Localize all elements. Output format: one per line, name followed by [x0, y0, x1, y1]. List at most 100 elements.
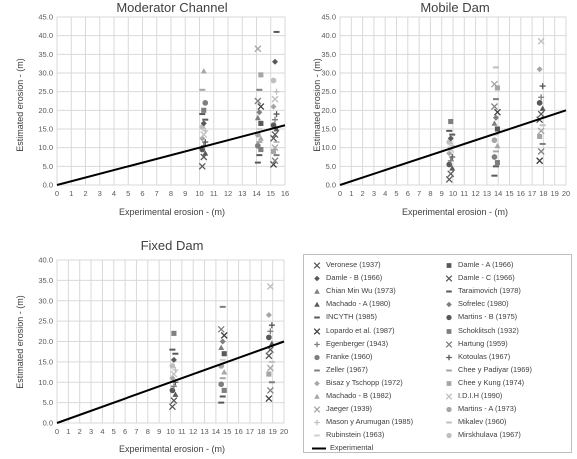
legend-marker — [314, 380, 320, 387]
data-point — [493, 108, 501, 116]
y-tick-label: 20.0 — [321, 106, 336, 115]
y-tick-label: 40.0 — [321, 31, 336, 40]
legend-label: Veronese (1937) — [326, 260, 381, 269]
data-point — [200, 120, 207, 127]
legend-label: Franke (1960) — [326, 351, 373, 361]
data-point — [198, 162, 206, 170]
data-point — [170, 383, 177, 390]
legend-symbol — [313, 262, 321, 269]
legend-symbol — [445, 275, 453, 282]
data-point — [271, 144, 279, 152]
legend-label: Martins - A (1973) — [458, 404, 517, 414]
legend-label: Mirskhulava (1967) — [458, 430, 521, 440]
chart-title: Mobile Dam — [420, 0, 490, 15]
data-point — [492, 114, 499, 121]
data-point — [270, 77, 277, 84]
chart-mobile-dam-plot: 0 1 2 3 4 5 6 7 8 9 10 11 12 13 14 15 16 17 18 19 200.05.010… — [321, 13, 570, 199]
legend-label: INCYTH (1985) — [326, 312, 377, 322]
x-tick-label: 7 — [134, 427, 138, 436]
data-point — [273, 126, 280, 132]
data-point — [536, 157, 544, 165]
x-tick-label: 1 — [69, 189, 73, 198]
legend-label: Kotoulas (1967) — [458, 351, 511, 361]
data-point — [221, 351, 227, 357]
x-tick-label: 2 — [83, 189, 87, 198]
data-point — [494, 126, 500, 132]
legend-label: I.D.I.H (1990) — [458, 391, 503, 400]
data-point — [272, 58, 279, 65]
legend-label: Mikalev (1960) — [458, 417, 507, 427]
legend-symbol — [313, 327, 321, 335]
data-point — [537, 127, 545, 135]
data-point — [538, 94, 545, 101]
x-tick-label: 3 — [372, 189, 376, 198]
legend-marker — [314, 354, 320, 360]
data-point — [272, 116, 279, 123]
data-point — [273, 111, 280, 118]
data-point — [537, 37, 545, 45]
x-tick-label: 16 — [234, 427, 242, 436]
legend-marker — [313, 262, 321, 269]
x-tick-label: 0 — [338, 189, 342, 198]
data-point — [168, 403, 176, 411]
legend-symbol — [314, 275, 320, 282]
data-point — [491, 137, 498, 144]
x-tick-label: 11 — [178, 427, 186, 436]
data-point — [254, 114, 261, 121]
legend-marker — [313, 406, 321, 413]
y-tick-label: 15.0 — [38, 125, 53, 134]
y-tick-label: 0.0 — [43, 181, 53, 190]
legend-label: Rubinstein (1963) — [326, 430, 385, 440]
legend-symbol — [314, 380, 320, 387]
x-tick-label: 8 — [146, 427, 150, 436]
x-tick-label: 17 — [246, 427, 254, 436]
x-tick-label: 9 — [183, 189, 187, 198]
legend-label: Schoklitsch (1932) — [458, 325, 519, 335]
legend-marker — [446, 381, 452, 386]
legend-marker — [446, 328, 452, 334]
legend-marker — [446, 433, 452, 439]
legend-marker — [446, 290, 452, 293]
data-point — [490, 80, 498, 88]
x-tick-label: 15 — [267, 189, 275, 198]
x-axis-label: Experimental erosion - (m) — [401, 207, 509, 217]
data-point — [219, 338, 226, 345]
x-tick-label: 9 — [440, 189, 444, 198]
legend-symbol — [446, 328, 452, 334]
x-tick-label: 3 — [98, 189, 102, 198]
chart-fixed-dam-plot: 0 1 2 3 4 5 6 7 8 9 10 11 12 13 14 15 16 17 18 19 200.05.010… — [38, 256, 288, 437]
legend-label: Zeller (1967) — [326, 364, 368, 374]
y-tick-label: 35.0 — [38, 50, 53, 59]
data-point — [202, 150, 209, 156]
data-point — [537, 133, 543, 140]
y-axis-label: Estimated erosion - (m) — [15, 295, 25, 389]
data-point — [172, 391, 179, 397]
data-point — [254, 45, 262, 53]
y-tick-label: 30.0 — [38, 296, 53, 305]
x-tick-label: 6 — [406, 189, 410, 198]
chart-title: Fixed Dam — [140, 238, 204, 253]
x-tick-label: 7 — [155, 189, 159, 198]
data-point — [490, 103, 498, 111]
data-point — [258, 120, 264, 126]
x-tick-label: 2 — [361, 189, 365, 198]
data-point — [537, 110, 545, 118]
legend-label: Damle - A (1966) — [458, 260, 514, 269]
y-tick-label: 35.0 — [321, 50, 336, 59]
data-point — [271, 131, 279, 139]
data-point — [539, 83, 546, 90]
data-point — [220, 331, 228, 339]
legend-marker — [314, 316, 320, 319]
data-point — [447, 135, 454, 142]
data-point — [170, 397, 178, 405]
data-point — [172, 367, 179, 374]
x-tick-label: 13 — [238, 189, 246, 198]
data-point — [268, 322, 275, 329]
x-tick-label: 16 — [517, 189, 525, 198]
y-tick-label: 15.0 — [321, 125, 336, 134]
legend-label: Hartung (1959) — [458, 338, 508, 348]
x-tick-label: 14 — [252, 189, 260, 198]
legend-symbol — [314, 301, 320, 308]
data-point — [449, 165, 456, 171]
data-point — [536, 100, 543, 106]
